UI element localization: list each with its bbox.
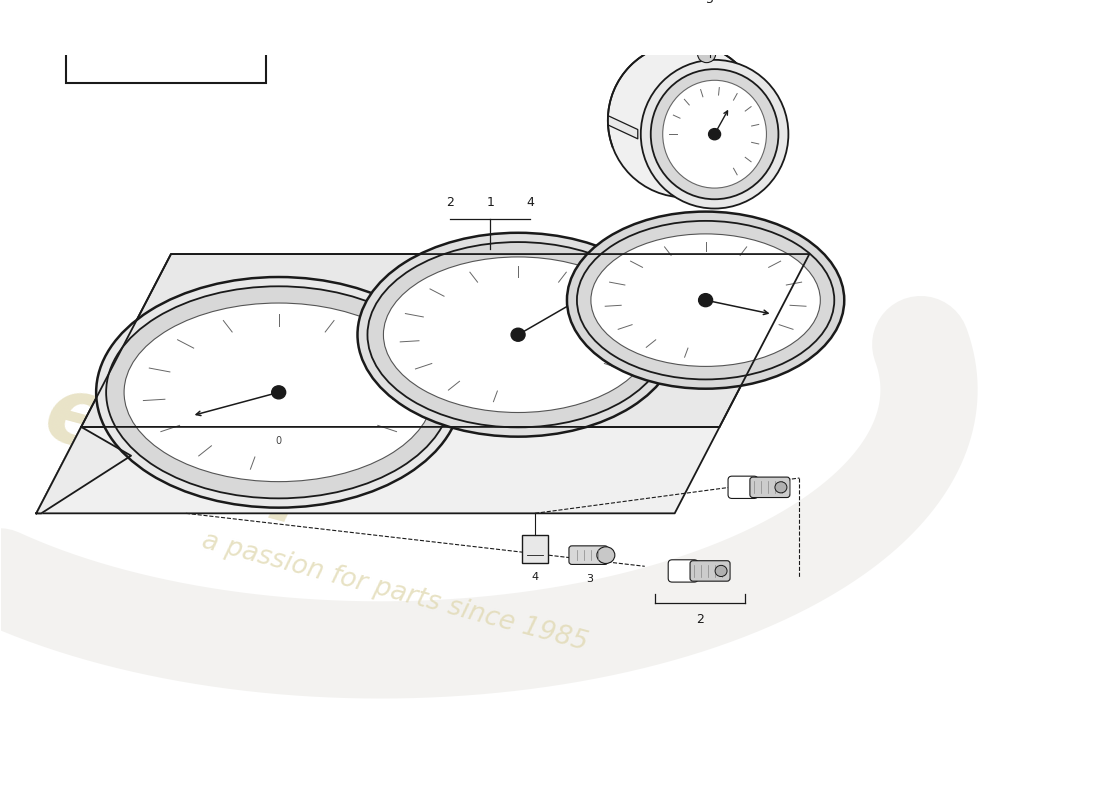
Circle shape xyxy=(116,0,135,18)
Ellipse shape xyxy=(641,60,789,209)
Text: 3: 3 xyxy=(586,574,593,584)
Text: europ: europ xyxy=(34,367,358,536)
Circle shape xyxy=(597,546,615,563)
Bar xyxy=(522,534,548,562)
Ellipse shape xyxy=(367,242,669,427)
Ellipse shape xyxy=(358,233,679,437)
FancyBboxPatch shape xyxy=(690,561,730,581)
FancyBboxPatch shape xyxy=(750,477,790,498)
Ellipse shape xyxy=(384,257,652,413)
Polygon shape xyxy=(608,116,638,139)
FancyBboxPatch shape xyxy=(569,546,608,565)
Text: 0: 0 xyxy=(276,437,282,446)
Circle shape xyxy=(774,482,786,493)
Polygon shape xyxy=(36,254,810,514)
Polygon shape xyxy=(36,427,131,514)
Circle shape xyxy=(272,386,286,399)
Ellipse shape xyxy=(608,43,761,198)
Bar xyxy=(66,0,266,83)
Ellipse shape xyxy=(662,80,767,188)
Circle shape xyxy=(190,0,227,25)
Ellipse shape xyxy=(566,211,845,389)
Ellipse shape xyxy=(576,221,834,379)
Text: 2: 2 xyxy=(695,613,704,626)
Text: 2: 2 xyxy=(447,197,454,210)
Circle shape xyxy=(108,0,143,25)
Ellipse shape xyxy=(106,286,451,498)
Circle shape xyxy=(708,129,720,140)
FancyBboxPatch shape xyxy=(668,560,698,582)
Polygon shape xyxy=(36,427,719,514)
Circle shape xyxy=(698,294,713,306)
Polygon shape xyxy=(81,254,810,427)
Ellipse shape xyxy=(124,303,433,482)
Text: 4: 4 xyxy=(531,572,539,582)
Circle shape xyxy=(512,328,525,342)
Ellipse shape xyxy=(591,234,821,366)
Ellipse shape xyxy=(96,277,461,508)
Text: 5: 5 xyxy=(705,0,714,6)
Circle shape xyxy=(715,566,727,577)
Text: a passion for parts since 1985: a passion for parts since 1985 xyxy=(199,528,591,656)
Text: 4: 4 xyxy=(526,197,534,210)
Text: 1: 1 xyxy=(486,197,494,210)
Polygon shape xyxy=(100,0,235,2)
FancyBboxPatch shape xyxy=(728,476,758,498)
Circle shape xyxy=(697,46,716,62)
Circle shape xyxy=(198,0,219,18)
Ellipse shape xyxy=(651,69,779,199)
